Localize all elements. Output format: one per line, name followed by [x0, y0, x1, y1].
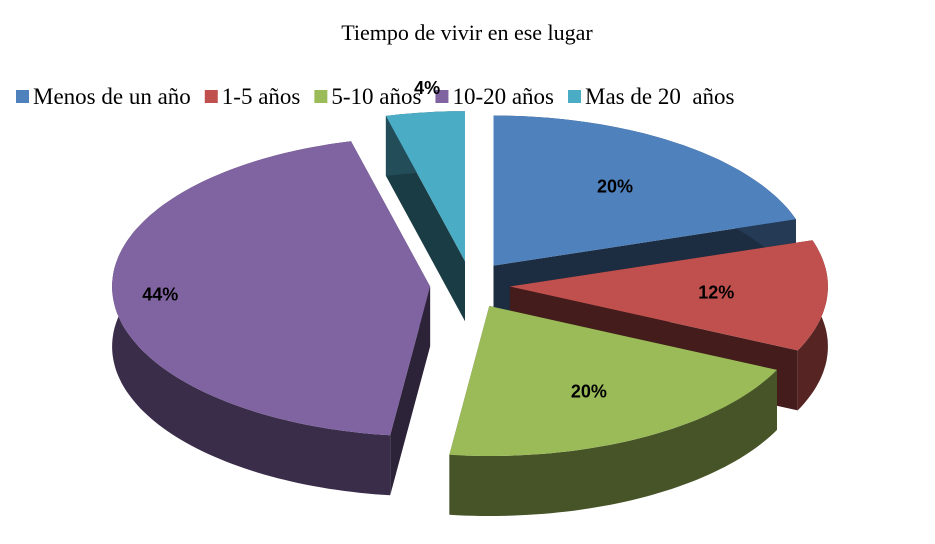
- data-label: 20%: [571, 381, 607, 401]
- legend-swatch: [16, 90, 29, 103]
- data-label: 12%: [698, 283, 734, 303]
- legend-swatch: [435, 90, 449, 103]
- legend-label: Menos de un año: [33, 84, 191, 109]
- legend-label: 5-10 años: [331, 84, 421, 109]
- data-label: 4%: [414, 78, 440, 98]
- pie: 20% 12% 20% 44% 4%: [112, 78, 828, 516]
- legend-label: 10-20 años: [452, 84, 554, 109]
- data-label: 20%: [597, 177, 633, 197]
- legend-label: Mas de 20 años: [585, 84, 735, 109]
- chart-title: Tiempo de vivir en ese lugar: [341, 20, 593, 45]
- slice: [509, 240, 828, 351]
- legend-swatch: [314, 90, 328, 103]
- slice: [449, 306, 777, 456]
- data-label: 44%: [142, 285, 178, 305]
- slice-side: [449, 369, 777, 516]
- legend-swatch: [568, 90, 582, 103]
- legend-label: 1-5 años: [222, 84, 301, 109]
- legend: Menos de un año 1-5 años 5-10 años 10-20 añ…: [16, 84, 735, 109]
- slice: [493, 115, 796, 266]
- slice: [112, 141, 431, 436]
- legend-swatch: [204, 90, 218, 103]
- slice-wall: [390, 286, 431, 496]
- slice: [385, 111, 465, 262]
